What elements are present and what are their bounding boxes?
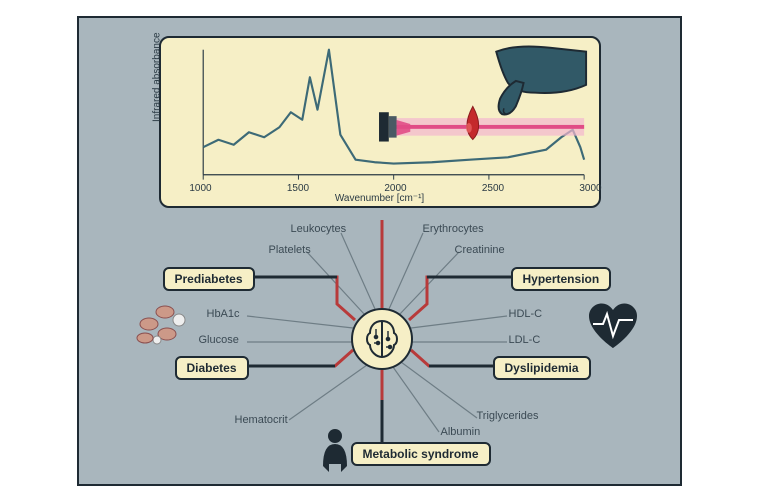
blood-cells-icon — [137, 306, 185, 344]
spectrum-chart — [161, 38, 599, 206]
label-erythrocytes: Erythrocytes — [423, 223, 484, 235]
pill-dyslipidemia: Dyslipidemia — [493, 356, 591, 380]
label-leukocytes: Leukocytes — [291, 223, 347, 235]
label-creatinine: Creatinine — [455, 244, 505, 256]
pill-metabolic: Metabolic syndrome — [351, 442, 491, 466]
x-axis-label: Wavenumber [cm⁻¹] — [335, 193, 424, 204]
label-hba1c: HbA1c — [207, 308, 240, 320]
person-icon — [323, 429, 347, 472]
ai-brain-node — [351, 308, 413, 370]
xtick: 1000 — [189, 183, 211, 194]
heart-ecg-icon — [589, 303, 637, 348]
y-axis-label: Infrared absorbance — [151, 32, 162, 122]
label-platelets: Platelets — [269, 244, 311, 256]
xtick: 3000 — [579, 183, 601, 194]
pill-hypertension: Hypertension — [511, 267, 612, 291]
infographic-frame: Infrared absorbance Wavenumber [cm⁻¹] 10… — [77, 16, 682, 486]
xtick: 2500 — [482, 183, 504, 194]
xtick: 1500 — [287, 183, 309, 194]
xtick: 2000 — [384, 183, 406, 194]
pill-diabetes: Diabetes — [175, 356, 249, 380]
label-albumin: Albumin — [441, 426, 481, 438]
label-ldlc: LDL-C — [509, 334, 541, 346]
label-glucose: Glucose — [199, 334, 239, 346]
brain-circuit-icon — [360, 317, 404, 361]
label-triglycerides: Triglycerides — [477, 410, 539, 422]
label-hdlc: HDL-C — [509, 308, 543, 320]
brain-network-diagram: Prediabetes Diabetes Hypertension Dyslip… — [79, 220, 684, 478]
pill-prediabetes: Prediabetes — [163, 267, 255, 291]
hand-icon — [496, 46, 586, 114]
label-hematocrit: Hematocrit — [235, 414, 288, 426]
spectrum-chart-panel: Infrared absorbance Wavenumber [cm⁻¹] 10… — [159, 36, 601, 208]
